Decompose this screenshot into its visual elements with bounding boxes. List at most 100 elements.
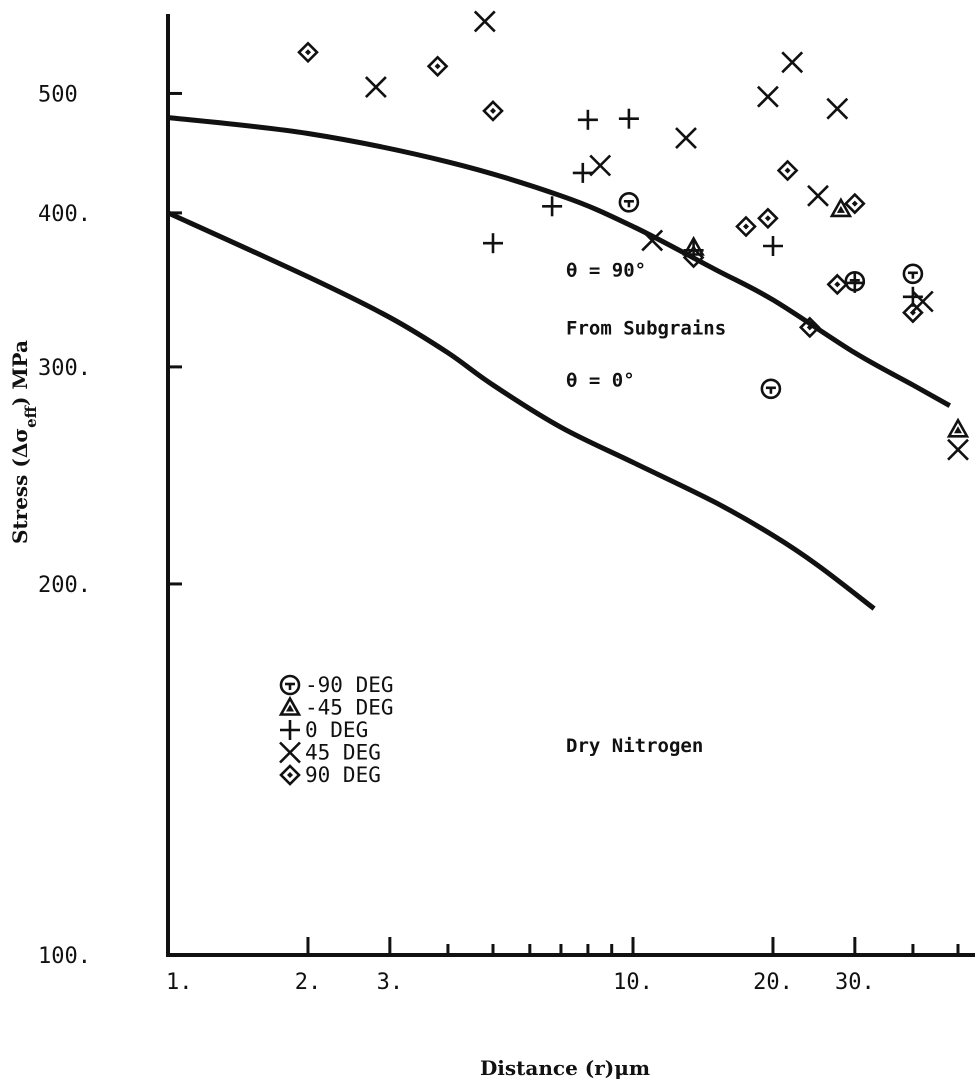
marker-x-b xyxy=(675,127,697,150)
marker-diamond xyxy=(482,100,504,122)
marker-diamond-core xyxy=(743,223,749,230)
data-point xyxy=(542,196,563,217)
legend-marker xyxy=(280,720,300,740)
x-tick-label: 30. xyxy=(835,970,875,995)
legend-item: 90 DEG xyxy=(279,763,381,787)
data-point xyxy=(473,10,496,33)
annotation-dry-nitrogen: Dry Nitrogen xyxy=(566,735,703,757)
data-point xyxy=(756,85,779,108)
legend-label: 45 DEG xyxy=(305,741,381,765)
legend-item: 0 DEG xyxy=(280,718,368,742)
x-tick-label: 20. xyxy=(753,970,793,995)
marker-diamond-core xyxy=(690,254,697,261)
x-tick-label: 1. xyxy=(166,970,193,995)
data-point xyxy=(829,197,853,218)
axes xyxy=(166,14,975,957)
legend-marker xyxy=(279,764,301,786)
marker-x-b xyxy=(279,741,301,764)
marker-diamond xyxy=(735,215,757,238)
annotation-theta-0: θ = 0° xyxy=(566,370,635,392)
data-point xyxy=(641,229,664,252)
data-point xyxy=(682,246,705,269)
data-point xyxy=(589,154,612,177)
marker-x-b xyxy=(589,154,612,177)
marker-triangle-core xyxy=(836,205,845,213)
y-tick-label: 400. xyxy=(38,202,91,227)
marker-diamond-core xyxy=(287,772,293,778)
legend-label: 90 DEG xyxy=(305,763,381,787)
tick-labels: 1. 2. 3. 10. 20. 30. 100. 200. 300. 400. 500 xyxy=(38,82,875,995)
data-point xyxy=(947,438,969,461)
data-point xyxy=(763,236,783,256)
y-tick-label: 200. xyxy=(38,573,91,598)
marker-diamond-core xyxy=(305,49,311,56)
data-point xyxy=(757,207,779,230)
annotations: θ = 90° From Subgrains θ = 0° Dry Nitrogen xyxy=(566,259,726,757)
marker-diamond xyxy=(902,301,924,324)
marker-x-b xyxy=(473,10,496,33)
y-tick-label: 300. xyxy=(38,356,91,381)
data-point xyxy=(482,100,504,122)
legend-label: -90 DEG xyxy=(305,673,394,697)
data-point xyxy=(902,263,924,285)
data-point xyxy=(781,51,804,74)
marker-diamond xyxy=(776,159,799,182)
data-point xyxy=(826,97,849,120)
marker-triangle xyxy=(829,197,853,218)
annotation-from-subgrains: From Subgrains xyxy=(566,317,726,339)
annotation-theta-90: θ = 90° xyxy=(566,259,646,281)
curve-lower xyxy=(166,210,876,611)
data-point xyxy=(577,109,598,130)
marker-x-b xyxy=(947,438,969,461)
legend-item: -45 DEG xyxy=(278,695,394,720)
data-point xyxy=(826,273,849,296)
marker-circle xyxy=(760,378,782,400)
y-axis-title-prefix: Stress (Δσ xyxy=(8,428,32,544)
marker-circle xyxy=(618,192,640,213)
marker-x-b xyxy=(756,85,779,108)
data-point xyxy=(902,301,924,324)
marker-diamond-core xyxy=(806,324,813,331)
y-tick-label: 500 xyxy=(38,82,78,107)
series-x xyxy=(364,10,969,461)
curve-upper xyxy=(167,115,952,408)
marker-diamond-core xyxy=(909,309,916,316)
data-point xyxy=(946,417,970,438)
marker-diamond-core xyxy=(434,63,441,70)
data-point xyxy=(735,215,757,238)
data-point xyxy=(297,41,319,64)
tick-marks xyxy=(166,91,960,957)
series-plus xyxy=(483,108,923,307)
marker-x-b xyxy=(641,229,664,252)
marker-diamond-core xyxy=(490,107,496,114)
data-point xyxy=(911,290,934,313)
x-tick-label: 2. xyxy=(295,970,322,995)
data-point xyxy=(572,162,593,183)
marker-x-b xyxy=(364,76,387,99)
marker-diamond xyxy=(826,273,849,296)
marker-x-b xyxy=(807,184,829,207)
legend-label: -45 DEG xyxy=(305,696,394,720)
marker-diamond xyxy=(279,764,301,786)
marker-diamond xyxy=(297,41,319,64)
data-point xyxy=(618,108,639,129)
marker-diamond xyxy=(798,316,821,339)
x-tick-label: 10. xyxy=(613,970,653,995)
y-axis-title-subscript: eff xyxy=(22,404,40,428)
y-tick-label: 100. xyxy=(38,944,91,969)
legend-marker xyxy=(278,695,302,716)
legend-item: -90 DEG xyxy=(279,673,394,697)
x-tick-label: 3. xyxy=(377,970,404,995)
series-diamond xyxy=(297,41,924,339)
marker-diamond-core xyxy=(834,281,841,288)
marker-diamond-core xyxy=(784,167,791,174)
marker-x-b xyxy=(826,97,849,120)
data-point xyxy=(776,159,799,182)
marker-circle xyxy=(279,674,301,696)
marker-diamond xyxy=(682,246,705,269)
marker-triangle-core xyxy=(954,426,962,434)
x-axis-title: Distance (r)μm xyxy=(480,1056,650,1080)
legend-item: 45 DEG xyxy=(279,741,381,765)
